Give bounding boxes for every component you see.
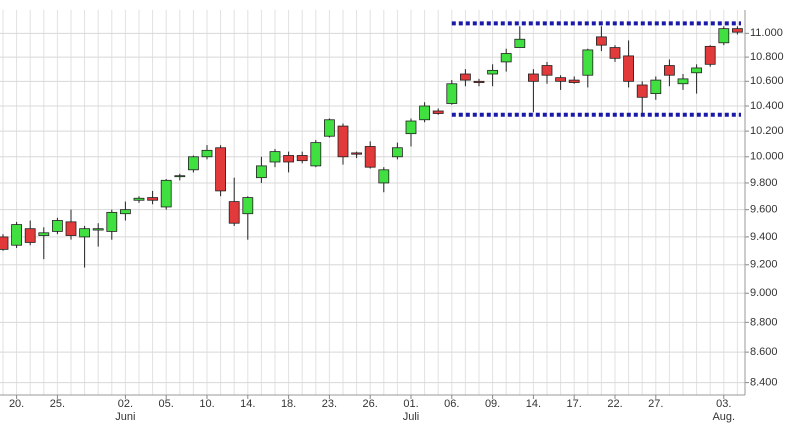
candle-body [623, 55, 634, 82]
y-tick-label: 11.000 [750, 27, 783, 39]
candle-body [296, 155, 308, 162]
candle-body [187, 156, 199, 171]
candle-body [636, 84, 648, 98]
x-tick-label: 22. [607, 398, 622, 410]
candle-body [323, 119, 335, 137]
y-tick-label: 10.800 [750, 51, 784, 63]
x-tick-label: 02. [118, 398, 133, 410]
candle-body [528, 73, 539, 82]
x-tick-label: 01. [403, 398, 418, 410]
candle-body [459, 73, 471, 81]
candle-body [337, 125, 349, 158]
candle-body [65, 221, 77, 236]
candle-body [228, 201, 240, 224]
candle-body [106, 211, 118, 232]
y-tick-label: 8.400 [750, 377, 778, 389]
candle-body [351, 152, 363, 155]
x-tick-label: 03. [716, 398, 731, 410]
x-tick-label: 09. [485, 398, 500, 410]
candle-body [255, 165, 267, 179]
candle-body [677, 78, 689, 85]
y-tick-label: 8.600 [750, 346, 778, 358]
candle-body [664, 65, 675, 76]
candle-body [24, 228, 36, 243]
x-month-label: Juni [115, 411, 135, 423]
candle-body [432, 110, 444, 114]
candle-body [269, 151, 281, 163]
candle-body [92, 228, 104, 231]
candle-body [446, 83, 458, 104]
candle-body [691, 67, 702, 74]
x-month-label: Juli [403, 411, 420, 423]
x-tick-label: 17. [567, 398, 582, 410]
y-tick-label: 10.400 [750, 100, 784, 112]
candle-body [582, 49, 594, 76]
x-tick-label: 14. [526, 398, 541, 410]
y-tick-label: 10.000 [750, 151, 784, 163]
y-tick-label: 9.000 [750, 287, 778, 299]
x-tick-label: 10. [199, 398, 214, 410]
candle-body [160, 179, 172, 208]
candle-body [732, 28, 743, 33]
y-tick-label: 9.400 [750, 231, 778, 243]
x-tick-label: 25. [50, 398, 65, 410]
x-tick-label: 26. [363, 398, 378, 410]
x-tick-label: 14. [240, 398, 255, 410]
candle-body [174, 175, 186, 178]
candle-body [514, 38, 526, 48]
candle-body [79, 228, 90, 238]
y-tick-label: 10.200 [750, 125, 784, 137]
y-tick-label: 10.600 [750, 75, 784, 87]
y-tick-label: 8.800 [750, 316, 778, 328]
candle-body [364, 146, 376, 168]
candle-body [405, 120, 417, 135]
candle-body [609, 47, 621, 59]
x-tick-label: 23. [322, 398, 337, 410]
y-tick-label: 9.200 [750, 259, 778, 271]
candle-body [378, 169, 390, 184]
candle-body [215, 147, 227, 192]
x-tick-label: 27. [648, 398, 663, 410]
candle-body [419, 105, 431, 121]
candle-body [283, 155, 295, 163]
candle-body [310, 142, 322, 167]
candle-body [147, 197, 159, 201]
candle-body [391, 147, 403, 158]
candle-body [38, 232, 50, 236]
candle-body [500, 53, 512, 63]
candle-body [201, 149, 213, 158]
y-tick-label: 9.800 [750, 177, 778, 189]
x-month-label: Aug. [712, 411, 735, 423]
candle-body [704, 45, 716, 65]
candle-body [487, 69, 499, 75]
candle-body [541, 65, 553, 76]
candle-body [473, 80, 485, 83]
candle-body [11, 224, 23, 246]
x-tick-label: 05. [159, 398, 174, 410]
candle-body [52, 220, 63, 232]
candle-body [568, 79, 580, 83]
x-tick-label: 20. [9, 398, 24, 410]
candle-body [120, 209, 131, 215]
x-tick-label: 06. [444, 398, 459, 410]
candle-body [133, 197, 145, 201]
candle-body [242, 197, 254, 215]
x-tick-label: 18. [281, 398, 296, 410]
y-tick-label: 9.600 [750, 204, 778, 216]
candle-body [718, 28, 730, 44]
candle-body [596, 36, 607, 46]
candle-body [555, 77, 566, 82]
candle-body [650, 79, 662, 94]
candle-body [0, 236, 9, 250]
